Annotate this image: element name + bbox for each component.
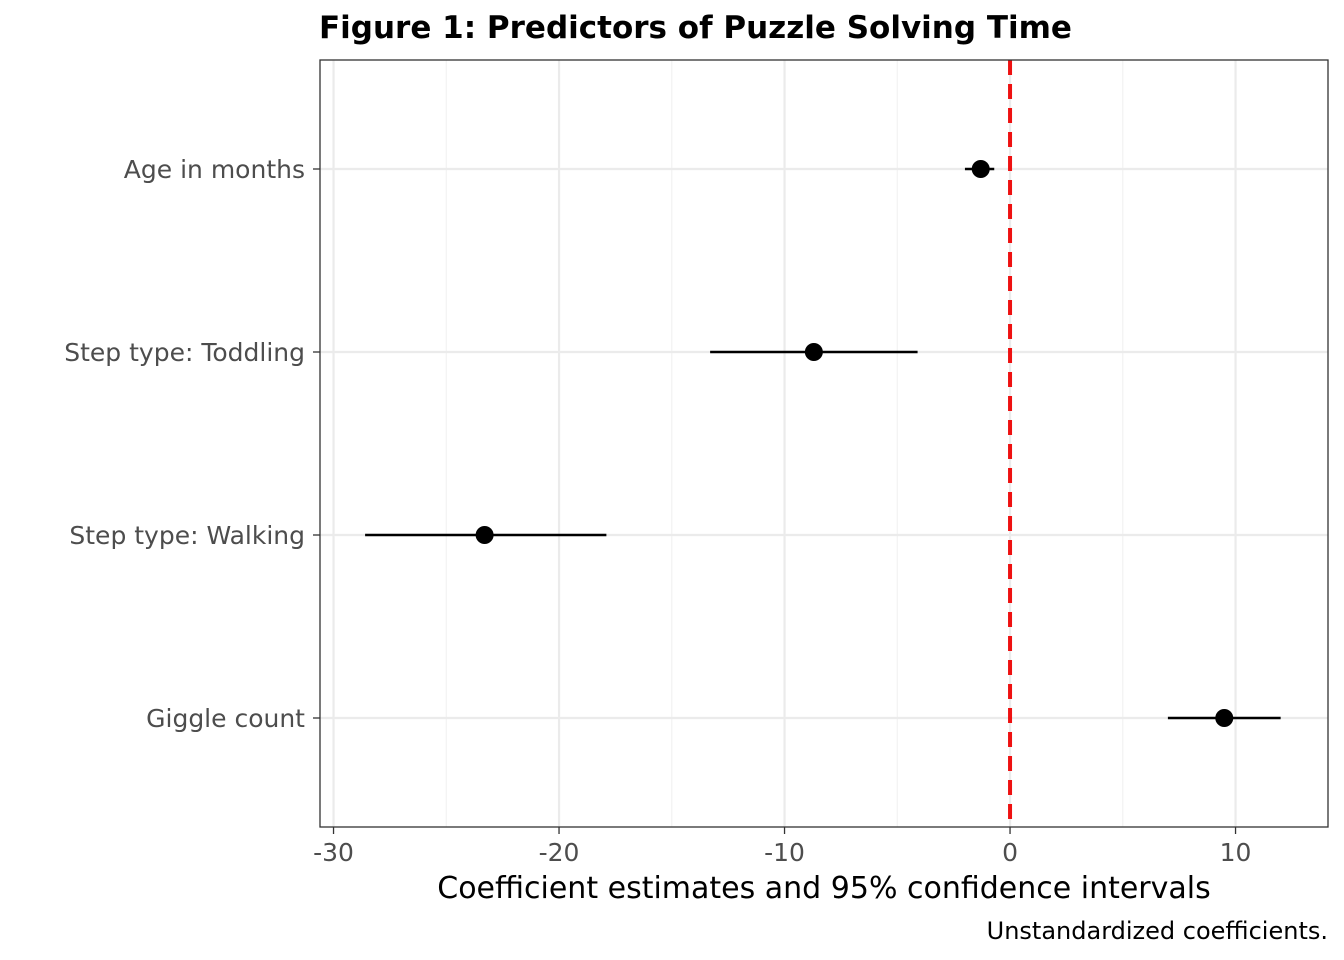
- x-tick-label-3: 0: [1002, 838, 1018, 867]
- x-axis-ticks: -30 -20 -10 0 10: [313, 827, 1251, 867]
- x-tick-label-0: -30: [313, 838, 354, 867]
- x-axis-title: Coefficient estimates and 95% confidence…: [437, 871, 1211, 906]
- coefficient-marks: [365, 160, 1281, 727]
- y-tick-label-2: Step type: Walking: [69, 521, 305, 550]
- grid-lines: [320, 60, 1328, 827]
- x-tick-label-4: 10: [1220, 838, 1252, 867]
- estimate-point-2: [475, 526, 494, 544]
- chart-title: Figure 1: Predictors of Puzzle Solving T…: [319, 10, 1072, 46]
- x-tick-label-1: -20: [539, 838, 580, 867]
- chart-caption: Unstandardized coefficients.: [987, 917, 1328, 945]
- plot-panel-border: [319, 59, 1329, 828]
- estimate-point-1: [804, 343, 823, 361]
- y-tick-label-3: Giggle count: [146, 704, 305, 733]
- x-tick-label-2: -10: [764, 838, 805, 867]
- estimate-point-3: [1215, 709, 1234, 727]
- y-tick-label-1: Step type: Toddling: [64, 338, 305, 367]
- y-axis-ticks: Age in months Step type: Toddling Step typ…: [64, 155, 320, 733]
- estimate-point-0: [971, 160, 990, 178]
- y-tick-label-0: Age in months: [124, 155, 305, 184]
